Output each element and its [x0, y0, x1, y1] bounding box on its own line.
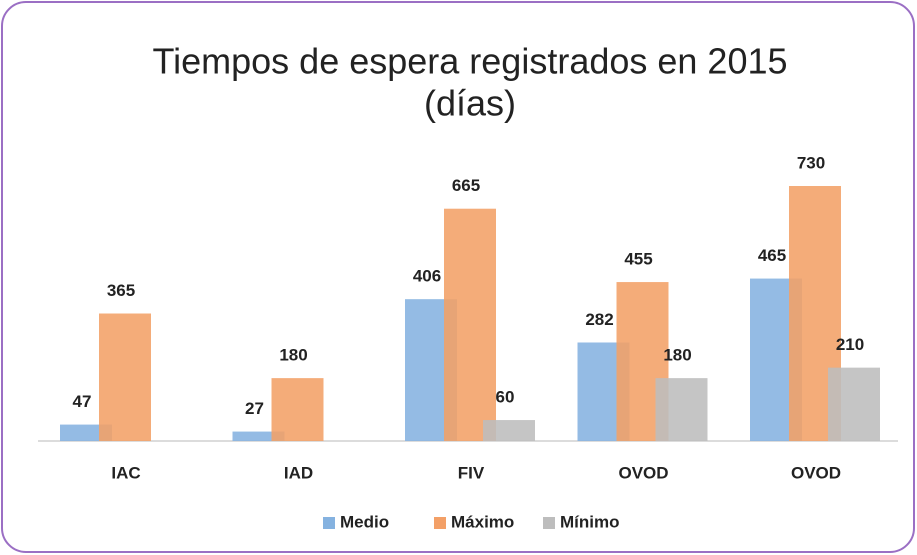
- bar: [655, 378, 708, 441]
- x-tick-label: OVOD: [618, 463, 668, 482]
- value-label: 27: [245, 399, 264, 418]
- legend-swatch: [323, 517, 335, 529]
- chart-title: Tiempos de espera registrados en 2015: [152, 41, 787, 82]
- value-label: 180: [279, 346, 307, 365]
- x-tick-label: OVOD: [791, 463, 841, 482]
- value-label: 730: [797, 153, 825, 172]
- legend-label: Medio: [340, 512, 389, 531]
- bar: [232, 431, 285, 441]
- x-tick-label: FIV: [458, 463, 485, 482]
- value-label: 47: [73, 392, 92, 411]
- value-label: 365: [107, 281, 135, 300]
- value-label: 465: [758, 246, 786, 265]
- value-label: 665: [452, 176, 480, 195]
- legend-label: Máximo: [451, 512, 514, 531]
- bar: [444, 208, 496, 441]
- value-label: 60: [496, 388, 515, 407]
- value-label: 282: [585, 310, 613, 329]
- value-label: 180: [663, 346, 691, 365]
- value-label: 406: [413, 267, 441, 286]
- chart-subtitle: (días): [424, 83, 516, 124]
- legend-label: Mínimo: [560, 512, 620, 531]
- legend-swatch: [434, 517, 446, 529]
- x-tick-label: IAD: [284, 463, 313, 482]
- bar: [99, 313, 151, 441]
- bar: [828, 367, 880, 441]
- legend-swatch: [543, 517, 555, 529]
- value-label: 455: [624, 250, 652, 269]
- bar: [271, 378, 324, 441]
- bar: [483, 420, 535, 441]
- x-tick-label: IAC: [111, 463, 140, 482]
- value-label: 210: [836, 335, 864, 354]
